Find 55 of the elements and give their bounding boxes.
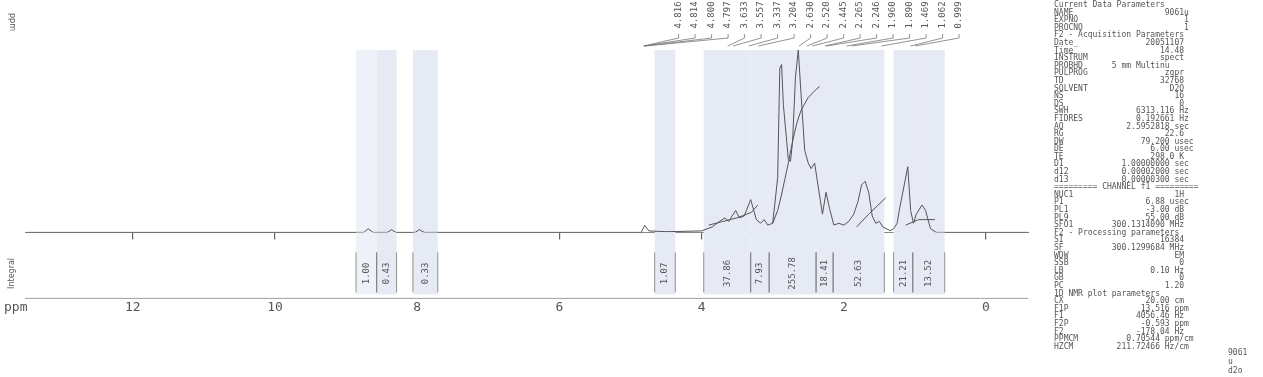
x-tick-label: 0: [982, 298, 990, 314]
text: SOLVENT D2O: [1054, 83, 1186, 93]
annotation: 2.246: [870, 1, 881, 29]
annotation: 4.814: [689, 1, 700, 29]
text: FIDRES 0.192661 Hz: [1054, 113, 1190, 123]
annotation: 1.062: [936, 1, 947, 29]
annotation: 1.469: [920, 1, 931, 29]
x-axis-title: ppm: [4, 299, 28, 315]
text: SF 300.1299684 MHz: [1054, 243, 1186, 252]
x-tick-label: 10: [267, 298, 283, 314]
x-tick-label: 12: [124, 298, 141, 314]
annotation: 1.890: [903, 1, 914, 29]
y-axis-title: ppm: [7, 13, 17, 32]
text: 9061 u d2o: [1228, 348, 1248, 375]
text: Integral: [7, 257, 17, 289]
annotation: 3.337: [771, 1, 782, 29]
annotation: 3.633: [738, 1, 749, 29]
band-label: 37.86: [721, 259, 732, 287]
x-tick-label: 4: [697, 298, 706, 314]
band-label: 7.93: [754, 262, 765, 285]
text: Current Data Parameters: [1054, 0, 1165, 9]
band-label: 52.63: [853, 259, 864, 287]
text: LB 0.10 Hz: [1054, 265, 1186, 275]
x-tick-label: 2: [839, 298, 848, 314]
band-label: 0.33: [419, 262, 430, 285]
text: HZCM 211.72466 Hz/cm: [1054, 341, 1189, 351]
annotation: 4.800: [705, 1, 716, 29]
annotation: 2.265: [854, 1, 865, 29]
band-label: 0.43: [380, 262, 391, 285]
annotation: 2.445: [837, 1, 848, 29]
band-label: 1.07: [659, 262, 670, 285]
band-label: 18.41: [818, 259, 829, 287]
x-tick-label: 6: [555, 298, 564, 314]
annotation: 0.999: [953, 1, 964, 29]
text: F2P -0.593 ppm: [1054, 318, 1190, 328]
annotation: 3.557: [755, 1, 766, 29]
text: WDW EM: [1054, 250, 1186, 260]
annotation: 3.204: [788, 1, 799, 29]
annotation: 2.630: [804, 1, 815, 29]
band-label: 21.21: [897, 259, 908, 287]
text: Date_ 20051107: [1054, 37, 1186, 47]
text: PL1 -3.00 dB: [1054, 205, 1185, 215]
annotation: 4.797: [722, 1, 733, 29]
x-tick-label: 8: [413, 298, 422, 314]
text: TD 32768: [1054, 75, 1186, 85]
annotation: 2.520: [821, 1, 832, 29]
band-label: 1.00: [360, 262, 371, 285]
text: DW 79.200 usec: [1054, 136, 1195, 146]
band-label: 255.78: [786, 257, 797, 290]
text: d12 0.00002000 sec: [1054, 167, 1190, 177]
text: NS 16: [1054, 91, 1186, 101]
text: PC 1.20: [1054, 280, 1186, 290]
annotation: 1.960: [887, 1, 898, 29]
band-label: 13.52: [923, 259, 934, 287]
annotation: 4.816: [672, 1, 683, 29]
